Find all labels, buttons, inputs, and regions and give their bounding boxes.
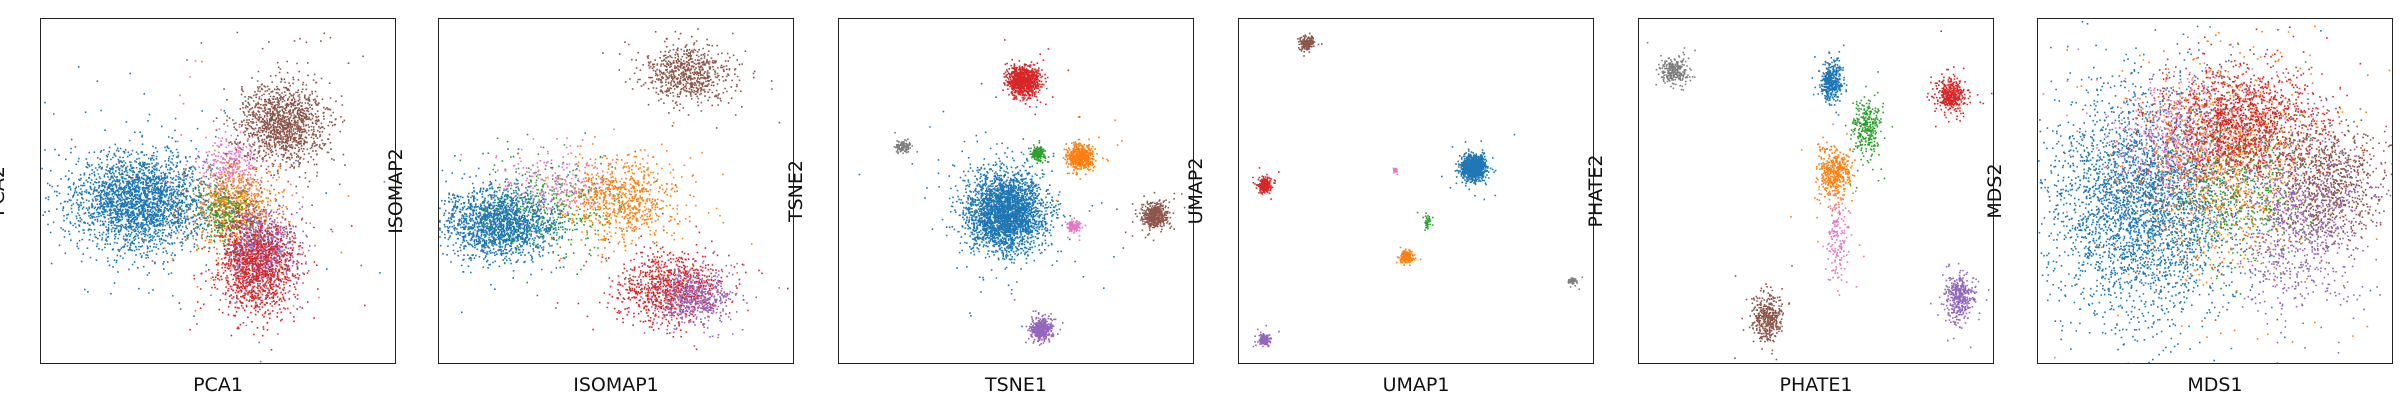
scatter-points-brown — [186, 32, 364, 243]
cluster-pink — [1822, 124, 1865, 296]
cluster-brown — [2215, 54, 2392, 321]
scatter-points-orange — [517, 122, 753, 274]
scatter-points-brown — [602, 28, 780, 129]
scatter-plot — [41, 19, 395, 363]
y-axis-label: PCA2 — [0, 166, 9, 216]
cluster-purple — [1930, 263, 1990, 348]
cluster-blue — [1812, 51, 1848, 150]
cluster-purple — [1253, 325, 1280, 347]
x-axis-label: PHATE1 — [1638, 374, 1994, 396]
scatter-panel-1: PCA1PCA2 — [40, 18, 396, 364]
scatter-panel-2: ISOMAP1ISOMAP2 — [438, 18, 794, 364]
x-axis-label: MDS1 — [2037, 374, 2393, 396]
scatter-points-brown — [1116, 192, 1189, 249]
scatter-points-pink — [1065, 217, 1087, 241]
cluster-green — [1417, 212, 1434, 231]
y-axis-label: ISOMAP2 — [385, 148, 407, 234]
plot-area — [438, 18, 794, 364]
scatter-points-blue — [859, 88, 1115, 328]
scatter-plot — [439, 19, 793, 363]
scatter-points-purple — [1253, 325, 1280, 347]
cluster-orange — [517, 122, 753, 274]
scatter-points-red — [1926, 30, 1992, 127]
scatter-plot — [1239, 19, 1593, 363]
scatter-points-purple — [1014, 299, 1064, 346]
cluster-red — [1252, 167, 1280, 200]
cluster-red — [1926, 30, 1992, 127]
scatter-points-gray — [894, 132, 919, 154]
scatter-points-brown — [2215, 54, 2392, 321]
x-axis-label: TSNE1 — [838, 374, 1194, 396]
cluster-red — [981, 39, 1069, 115]
scatter-panel-4: UMAP1UMAP2 — [1238, 18, 1594, 364]
scatter-panel-5: PHATE1PHATE2 — [1638, 18, 1994, 364]
scatter-points-pink — [1822, 124, 1865, 296]
x-axis-label: ISOMAP1 — [438, 374, 794, 396]
y-axis-label: PHATE2 — [1585, 155, 1607, 228]
scatter-plot — [2038, 19, 2392, 363]
cluster-gray — [1568, 277, 1584, 291]
cluster-brown — [1297, 33, 1323, 57]
cluster-purple — [1014, 299, 1064, 346]
plot-area — [838, 18, 1194, 364]
scatter-plot — [839, 19, 1193, 363]
scatter-points-orange — [1396, 247, 1422, 266]
scatter-panel-6: MDS1MDS2 — [2037, 18, 2393, 364]
x-axis-label: PCA1 — [40, 374, 396, 396]
cluster-orange — [1790, 133, 1860, 246]
plot-area — [1638, 18, 1994, 364]
scatter-points-orange — [1790, 133, 1860, 246]
scatter-points-green — [1417, 212, 1434, 231]
scatter-points-purple — [641, 251, 780, 347]
y-axis-label: UMAP2 — [1185, 158, 1207, 225]
cluster-blue — [1441, 134, 1515, 200]
scatter-points-pink — [2043, 40, 2326, 358]
cluster-brown — [1116, 192, 1189, 249]
cluster-gray — [894, 132, 919, 154]
scatter-points-blue — [41, 66, 380, 317]
scatter-points-gray — [1568, 277, 1584, 291]
cluster-purple — [641, 251, 780, 347]
scatter-points-red — [1252, 167, 1280, 200]
cluster-orange — [1396, 247, 1422, 266]
y-axis-label: TSNE2 — [785, 160, 807, 222]
cluster-red — [537, 184, 789, 350]
scatter-points-red — [981, 39, 1069, 115]
scatter-points-brown — [1297, 33, 1323, 57]
plot-area — [1238, 18, 1594, 364]
cluster-brown — [186, 32, 364, 243]
scatter-points-orange — [1056, 116, 1123, 202]
scatter-points-gray — [1647, 42, 1696, 91]
y-axis-label: MDS2 — [1984, 163, 2006, 218]
cluster-blue — [41, 66, 380, 317]
plot-area — [2037, 18, 2393, 364]
plot-area — [40, 18, 396, 364]
cluster-gray — [1647, 42, 1696, 91]
x-axis-label: UMAP1 — [1238, 374, 1594, 396]
cluster-brown — [1734, 265, 1793, 360]
scatter-points-blue — [1441, 134, 1515, 200]
scatter-points-purple — [1930, 263, 1990, 348]
cluster-blue — [859, 88, 1115, 328]
cluster-pink — [1393, 168, 1399, 176]
scatter-plot — [1639, 19, 1993, 363]
scatter-panel-3: TSNE1TSNE2 — [838, 18, 1194, 364]
cluster-orange — [1056, 116, 1123, 202]
scatter-points-blue — [1812, 51, 1848, 150]
scatter-points-brown — [1734, 265, 1793, 360]
scatter-points-pink — [1393, 168, 1399, 176]
cluster-pink — [2043, 40, 2326, 358]
scatter-points-red — [537, 184, 789, 350]
cluster-brown — [602, 28, 780, 129]
cluster-pink — [1065, 217, 1087, 241]
